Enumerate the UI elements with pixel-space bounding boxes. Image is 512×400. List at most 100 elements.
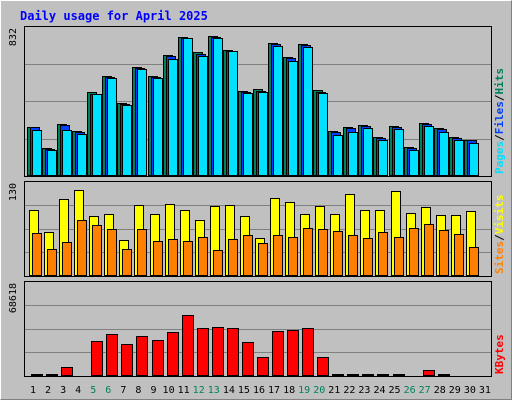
bar-sites-day-15 — [243, 235, 253, 276]
bar-pages-day-26 — [409, 150, 419, 176]
bar-kbytes-day-27 — [423, 370, 435, 376]
label-separator: / — [493, 94, 506, 101]
bar-pages-day-30 — [469, 143, 479, 176]
bar-kbytes-day-3 — [61, 367, 73, 376]
bar-pages-day-3 — [62, 130, 72, 176]
x-tick-day-7: 7 — [120, 385, 126, 396]
x-tick-day-24: 24 — [373, 385, 385, 396]
bar-kbytes-day-23 — [362, 374, 374, 376]
bar-sites-day-17 — [273, 235, 283, 276]
bar-kbytes-day-7 — [121, 344, 133, 376]
x-tick-day-2: 2 — [45, 385, 51, 396]
label-visits: Visits — [493, 195, 506, 235]
bar-pages-day-29 — [454, 140, 464, 176]
bar-sites-day-10 — [168, 239, 178, 276]
bar-sites-day-3 — [62, 242, 72, 276]
bar-kbytes-day-24 — [377, 374, 389, 376]
bar-kbytes-day-25 — [393, 374, 405, 376]
bar-pages-day-18 — [288, 61, 298, 176]
bar-pages-day-20 — [318, 93, 328, 176]
bar-kbytes-day-11 — [182, 315, 194, 376]
label-hits: Hits — [493, 68, 506, 95]
bar-pages-day-24 — [378, 140, 388, 176]
bar-pages-day-23 — [363, 128, 373, 176]
bar-pages-day-25 — [394, 129, 404, 176]
bar-sites-day-21 — [333, 231, 343, 276]
bar-pages-day-4 — [77, 134, 87, 176]
bar-pages-day-13 — [213, 38, 223, 176]
bar-kbytes-day-12 — [197, 328, 209, 376]
x-tick-day-31: 31 — [479, 385, 491, 396]
bar-sites-day-27 — [424, 224, 434, 276]
bar-kbytes-day-28 — [438, 374, 450, 376]
bar-pages-day-8 — [137, 69, 147, 176]
bar-sites-day-23 — [363, 238, 373, 276]
label-kbytes: KBytes — [493, 334, 506, 374]
x-tick-day-21: 21 — [328, 385, 340, 396]
x-tick-day-13: 13 — [208, 385, 220, 396]
bar-pages-day-22 — [348, 132, 358, 176]
label-separator: / — [493, 234, 506, 241]
bar-kbytes-day-20 — [317, 357, 329, 376]
bar-pages-day-12 — [198, 56, 208, 176]
bar-sites-day-9 — [153, 241, 163, 276]
bar-pages-day-27 — [424, 126, 434, 176]
bar-pages-day-21 — [333, 135, 343, 176]
x-tick-day-11: 11 — [178, 385, 190, 396]
x-tick-day-19: 19 — [298, 385, 310, 396]
x-tick-day-26: 26 — [404, 385, 416, 396]
bar-sites-day-2 — [47, 249, 57, 276]
bar-kbytes-day-18 — [287, 330, 299, 376]
bar-kbytes-day-14 — [227, 328, 239, 376]
panel-3-series-label: KBytes — [493, 334, 506, 374]
bar-sites-day-28 — [439, 230, 449, 276]
bar-pages-day-2 — [47, 150, 57, 176]
x-tick-day-6: 6 — [105, 385, 111, 396]
bar-pages-day-14 — [228, 51, 238, 176]
bar-pages-day-15 — [243, 93, 253, 176]
label-pages: Pages — [493, 141, 506, 174]
bar-kbytes-day-15 — [242, 342, 254, 376]
bar-kbytes-day-16 — [257, 357, 269, 376]
x-tick-day-22: 22 — [343, 385, 355, 396]
x-tick-day-9: 9 — [151, 385, 157, 396]
bar-kbytes-day-6 — [106, 334, 118, 376]
bar-sites-day-12 — [198, 237, 208, 276]
x-tick-day-17: 17 — [268, 385, 280, 396]
bar-sites-day-22 — [348, 235, 358, 276]
label-sites: Sites — [493, 241, 506, 274]
panel-2-ymax-label: 130 — [8, 183, 19, 201]
bar-pages-day-1 — [32, 130, 42, 176]
panel-3-ymax-label: 68618 — [8, 283, 19, 313]
x-tick-day-18: 18 — [283, 385, 295, 396]
panel-1-series-label: Pages/Files/Hits — [493, 68, 506, 174]
bar-sites-day-20 — [318, 229, 328, 276]
bar-sites-day-24 — [378, 232, 388, 276]
bar-pages-day-28 — [439, 132, 449, 176]
x-tick-day-8: 8 — [135, 385, 141, 396]
x-tick-day-3: 3 — [60, 385, 66, 396]
x-tick-day-12: 12 — [193, 385, 205, 396]
label-files: Files — [493, 101, 506, 134]
x-tick-day-16: 16 — [253, 385, 265, 396]
x-tick-day-28: 28 — [434, 385, 446, 396]
x-tick-day-20: 20 — [313, 385, 325, 396]
bar-sites-day-4 — [77, 220, 87, 276]
x-tick-day-5: 5 — [90, 385, 96, 396]
x-tick-day-14: 14 — [223, 385, 235, 396]
bar-sites-day-14 — [228, 239, 238, 276]
bar-pages-day-7 — [122, 105, 132, 176]
panel-1-ymax-label: 832 — [8, 28, 19, 46]
bar-pages-day-9 — [153, 78, 163, 176]
bar-kbytes-day-13 — [212, 327, 224, 376]
bar-sites-day-30 — [469, 247, 479, 276]
bar-sites-day-19 — [303, 228, 313, 276]
bar-sites-day-18 — [288, 237, 298, 276]
bar-kbytes-day-10 — [167, 332, 179, 376]
bar-pages-day-19 — [303, 47, 313, 176]
x-tick-day-10: 10 — [163, 385, 175, 396]
bar-kbytes-day-8 — [136, 336, 148, 376]
